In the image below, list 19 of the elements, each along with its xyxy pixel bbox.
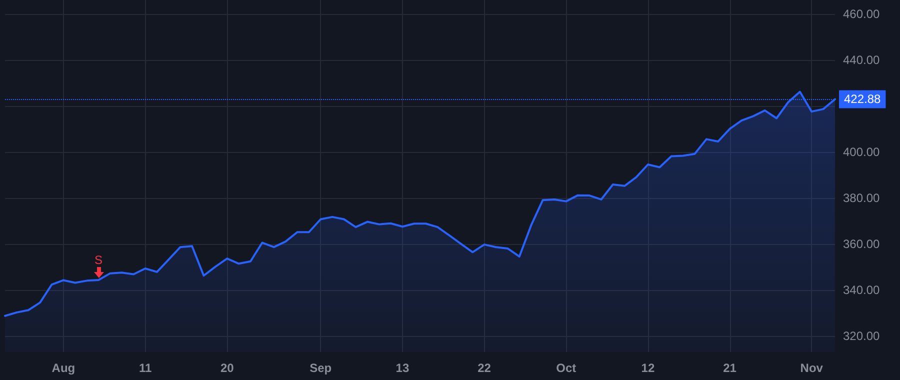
y-tick-label: 340.00 bbox=[843, 282, 880, 297]
x-tick-label: 22 bbox=[478, 361, 492, 375]
x-tick-label: 20 bbox=[220, 361, 234, 375]
y-tick-label: 460.00 bbox=[843, 6, 880, 21]
x-tick-label: 21 bbox=[723, 361, 737, 375]
ref-line-label: 422.88 bbox=[844, 92, 882, 106]
x-tick-label: Aug bbox=[52, 361, 76, 375]
y-tick-label: 440.00 bbox=[843, 52, 880, 67]
x-tick-label: Nov bbox=[800, 361, 824, 375]
y-tick-label: 400.00 bbox=[843, 144, 880, 159]
y-tick-label: 320.00 bbox=[843, 328, 880, 343]
x-tick-label: Oct bbox=[556, 361, 576, 375]
y-tick-label: 380.00 bbox=[843, 190, 880, 205]
x-tick-label: Sep bbox=[310, 361, 332, 375]
x-tick-label: 11 bbox=[138, 361, 152, 375]
y-tick-label: 360.00 bbox=[843, 236, 880, 251]
annotation: S bbox=[94, 252, 104, 267]
x-tick-label: 12 bbox=[641, 361, 655, 375]
x-tick-label: 13 bbox=[396, 361, 410, 375]
